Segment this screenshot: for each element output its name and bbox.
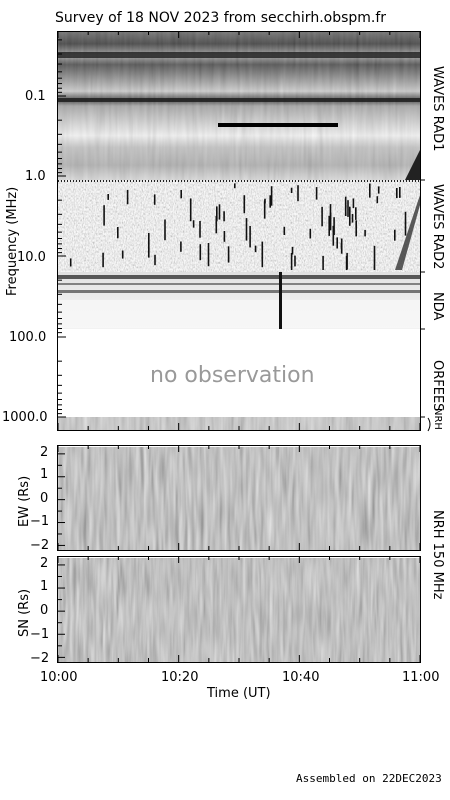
orfees-empty (58, 329, 420, 417)
spec-tick-10-0: 10.0 (17, 250, 46, 265)
ew-tick-m2: −2 (30, 538, 50, 553)
ew-tick-m1: −1 (30, 514, 50, 529)
spectrum-ylabel: Frequency (MHz) (5, 186, 20, 296)
instrument-orfees: ORFEES (430, 360, 445, 412)
assembled-date: Assembled on 22DEC2023 (296, 772, 442, 785)
sn-ylabel: SN (Rs) (17, 588, 32, 637)
ew-tick-0: 0 (40, 491, 49, 506)
time-tick-1100: 11:00 (402, 670, 440, 685)
sn-tick-1: 1 (40, 579, 49, 594)
rad1-burst (218, 123, 338, 127)
time-axis-label: Time (UT) (207, 686, 271, 701)
chart-title: Survey of 18 NOV 2023 from secchirh.obsp… (55, 10, 387, 26)
spec-tick-1-0: 1.0 (25, 169, 46, 184)
nrh-frequency-label: NRH 150 MHz (430, 510, 445, 600)
sn-tick-2: 2 (40, 556, 49, 571)
instrument-nrh: NRH (432, 408, 443, 430)
ew-tick-1: 1 (40, 467, 49, 482)
sn-tick-m1: −1 (30, 627, 50, 642)
sn-tick-m2: −2 (30, 651, 50, 666)
time-tick-1000: 10:00 (40, 670, 78, 685)
spec-tick-100-0: 100.0 (9, 330, 47, 345)
spec-tick-0-1: 0.1 (25, 89, 46, 104)
time-tick-1040: 10:40 (282, 670, 320, 685)
ew-tick-2: 2 (40, 445, 49, 460)
instrument-waves-rad1: WAVES RAD1 (430, 66, 445, 152)
no-observation-label: no observation (150, 363, 315, 388)
sn-tick-0: 0 (40, 603, 49, 618)
time-tick-1020: 10:20 (161, 670, 199, 685)
ew-ylabel: EW (Rs) (17, 475, 32, 527)
instrument-waves-rad2: WAVES RAD2 (430, 184, 445, 270)
nda-spectrum (58, 272, 420, 329)
spec-tick-1000-0: 1000.0 (2, 410, 48, 425)
instrument-nda: NDA (430, 292, 445, 321)
